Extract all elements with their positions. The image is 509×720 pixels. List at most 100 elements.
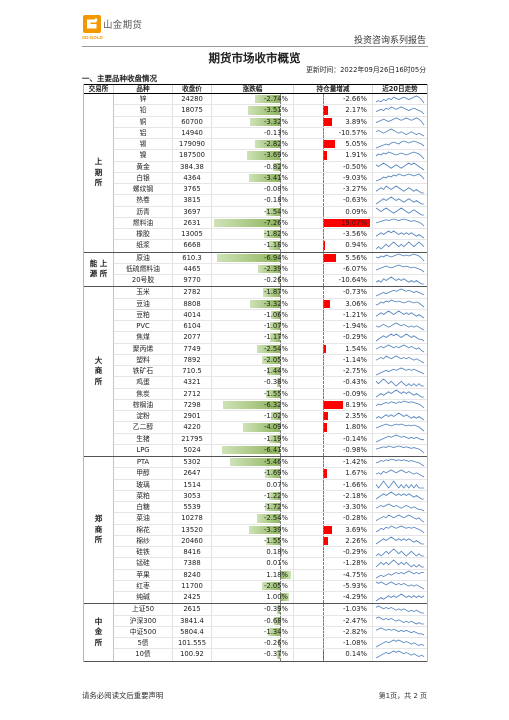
- close-price: 6104: [173, 321, 212, 332]
- close-price: 21795: [173, 433, 212, 444]
- change-value: 0.18%: [266, 548, 288, 556]
- product-name: 菜粕: [114, 490, 173, 501]
- trend-cell: [373, 287, 427, 297]
- trend-sparkline: [375, 253, 425, 262]
- change-bar: [257, 344, 281, 353]
- trend-sparkline: [375, 593, 425, 601]
- trend-cell: [373, 525, 427, 535]
- close-price: 2901: [173, 411, 212, 422]
- close-price: 13005: [173, 229, 212, 240]
- change-axis: [280, 298, 282, 309]
- open-interest-cell: -0.29%: [294, 547, 373, 558]
- open-interest-cell: -5.93%: [294, 580, 373, 591]
- open-interest-axis: [322, 388, 324, 399]
- product-name: 铅: [114, 105, 173, 116]
- page-title: 期货市场收市概览: [208, 51, 301, 65]
- open-interest-axis: [322, 332, 324, 343]
- trend-cell: [373, 173, 427, 183]
- trend-cell: [373, 162, 427, 172]
- table-row: 螺纹钢 3765 -0.08% -3.27%: [114, 184, 427, 196]
- close-price: 100.92: [173, 649, 212, 661]
- trend-sparkline: [375, 400, 425, 409]
- product-name: 纸浆: [114, 240, 173, 252]
- trend-sparkline: [375, 503, 425, 511]
- open-interest-value: -1.08%: [342, 639, 367, 647]
- open-interest-bar: [322, 344, 327, 353]
- trend-sparkline: [375, 333, 425, 342]
- product-name: 豆油: [114, 298, 173, 309]
- open-interest-cell: -1.42%: [294, 457, 373, 468]
- change-value: 0.07%: [266, 480, 288, 489]
- open-interest-cell: 8.19%: [294, 399, 373, 410]
- close-price: 10278: [173, 513, 212, 524]
- open-interest-bar: [322, 241, 325, 250]
- product-name: 锡: [114, 139, 173, 150]
- trend-cell: [373, 468, 427, 478]
- open-interest-axis: [322, 411, 324, 422]
- open-interest-axis: [322, 535, 324, 546]
- close-price: 5539: [173, 502, 212, 513]
- open-interest-cell: -0.73%: [294, 287, 373, 298]
- change-value: -4.09%: [263, 423, 288, 432]
- open-interest-cell: -1.21%: [294, 309, 373, 320]
- change-bar: [269, 333, 281, 342]
- trend-line: [375, 378, 424, 387]
- trend-cell: [373, 299, 427, 309]
- change-value: -1.17%: [263, 333, 288, 342]
- trend-line: [375, 639, 425, 647]
- trend-cell: [373, 128, 427, 138]
- open-interest-value: -0.29%: [342, 548, 367, 556]
- open-interest-cell: -10.64%: [294, 275, 373, 287]
- close-price: 2782: [173, 287, 212, 298]
- open-interest-value: 1.67%: [345, 469, 367, 478]
- open-interest-cell: 1.67%: [294, 468, 373, 479]
- trend-line: [375, 514, 425, 523]
- change-cell: 0.07%: [212, 479, 294, 490]
- trend-line: [375, 106, 425, 115]
- trend-sparkline: [375, 548, 424, 557]
- change-axis: [280, 252, 282, 263]
- open-interest-axis: [322, 217, 324, 228]
- change-bar: [277, 639, 281, 648]
- trend-line: [375, 140, 425, 148]
- close-price: 4465: [173, 263, 212, 274]
- close-price: 5024: [173, 444, 212, 456]
- open-interest-value: -9.03%: [342, 173, 367, 182]
- open-interest-axis: [322, 615, 324, 626]
- change-bar: [279, 128, 281, 138]
- open-interest-cell: -3.27%: [294, 184, 373, 195]
- change-axis: [280, 240, 282, 252]
- product-name: 螺纹钢: [114, 184, 173, 195]
- trend-cell: [373, 94, 427, 104]
- change-value: -1.34%: [263, 627, 288, 636]
- close-price: 2425: [173, 592, 212, 604]
- trend-cell: [373, 445, 427, 456]
- change-axis: [280, 309, 282, 320]
- trend-cell: [373, 150, 427, 160]
- open-interest-cell: 2.17%: [294, 105, 373, 116]
- trend-line: [375, 355, 425, 364]
- change-value: -0.38%: [263, 378, 288, 387]
- table-row: 原油 610.3 -6.94% 5.56%: [114, 252, 427, 264]
- table-row: 豆油 8808 -3.32% 3.06%: [114, 298, 427, 310]
- change-value: -0.82%: [263, 162, 288, 171]
- change-value: -3.39%: [263, 525, 288, 534]
- open-interest-axis: [322, 580, 324, 591]
- open-interest-axis: [322, 287, 324, 298]
- exchange-label-line: 所: [94, 178, 103, 187]
- product-name: 玻璃: [114, 479, 173, 490]
- change-bar: [249, 525, 281, 534]
- exchange-label: 中金所: [84, 604, 114, 661]
- open-interest-bar: [322, 151, 328, 160]
- change-cell: 0.18%: [212, 547, 294, 558]
- trend-line: [375, 288, 425, 297]
- trend-cell: [373, 184, 427, 194]
- change-value: -1.22%: [263, 491, 288, 500]
- trend-sparkline: [375, 469, 425, 478]
- change-value: -2.05%: [263, 355, 288, 364]
- change-axis: [280, 399, 282, 410]
- change-bar: [270, 322, 281, 331]
- open-interest-bar: [322, 525, 332, 534]
- close-price: 3697: [173, 206, 212, 217]
- trend-sparkline: [375, 627, 425, 636]
